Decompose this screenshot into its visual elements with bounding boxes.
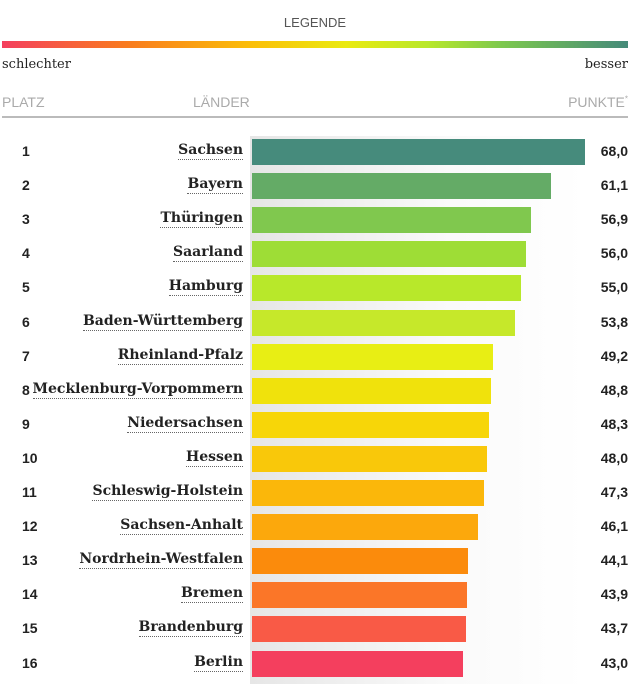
state-link[interactable]: Mecklenburg-Vorpommern: [32, 380, 243, 399]
bar: [252, 548, 468, 575]
value-label: 43,9: [600, 586, 628, 603]
bar: [252, 650, 463, 677]
state-link[interactable]: Bremen: [180, 585, 243, 604]
bar: [252, 480, 484, 506]
header-points-label: PUNKTE: [568, 94, 625, 110]
value-label: 48,8: [600, 381, 628, 398]
state-link[interactable]: Brandenburg: [138, 619, 243, 638]
state-link[interactable]: Thüringen: [160, 210, 243, 229]
header-points: PUNKTE*: [568, 94, 628, 110]
rank-label: 12: [22, 518, 38, 535]
bar: [252, 377, 491, 404]
value-label: 48,0: [600, 449, 628, 466]
bar: [252, 616, 466, 643]
table-row: 14 Bremen 43,9: [0, 578, 630, 612]
bar: [252, 139, 585, 165]
value-label: 55,0: [600, 279, 628, 296]
table-row: 10 Hessen 48,0: [0, 442, 630, 476]
table-row: 8 Mecklenburg-Vorpommern 48,8: [0, 374, 630, 408]
bar: [252, 411, 489, 438]
table-row: 15 Brandenburg 43,7: [0, 612, 630, 646]
bar: [252, 582, 467, 609]
table-row: 4 Saarland 56,0: [0, 237, 630, 271]
state-link[interactable]: Hessen: [186, 448, 243, 467]
bar: [252, 309, 516, 336]
value-label: 43,0: [600, 654, 628, 671]
bar: [252, 207, 531, 234]
value-label: 61,1: [600, 177, 628, 194]
footnote-marker: *: [624, 94, 628, 104]
rank-label: 9: [22, 415, 30, 432]
table-row: 3 Thüringen 56,9: [0, 203, 630, 237]
table-row: 9 Niedersachsen 48,3: [0, 408, 630, 442]
value-label: 44,1: [600, 552, 628, 569]
state-link[interactable]: Sachsen-Anhalt: [120, 517, 243, 536]
legend-better-label: besser: [584, 57, 628, 72]
rank-label: 5: [22, 279, 30, 296]
value-label: 48,3: [600, 415, 628, 432]
rank-label: 15: [22, 620, 38, 637]
rank-label: 7: [22, 347, 30, 364]
table-row: 12 Sachsen-Anhalt 46,1: [0, 510, 630, 544]
table-row: 2 Bayern 61,1: [0, 169, 630, 203]
value-label: 49,2: [600, 347, 628, 364]
rank-label: 6: [22, 313, 30, 330]
state-link[interactable]: Berlin: [194, 653, 243, 672]
table-row: 1 Sachsen 68,0: [0, 135, 630, 169]
state-link[interactable]: Bayern: [187, 176, 243, 195]
state-link[interactable]: Baden-Württemberg: [82, 312, 243, 331]
rank-label: 14: [22, 586, 38, 603]
state-link[interactable]: Schleswig-Holstein: [92, 483, 243, 501]
state-link[interactable]: Niedersachsen: [127, 414, 243, 433]
table-row: 6 Baden-Württemberg 53,8: [0, 306, 630, 340]
table-row: 7 Rheinland-Pfalz 49,2: [0, 340, 630, 374]
rank-label: 10: [22, 449, 38, 466]
rank-label: 13: [22, 552, 38, 569]
header-divider: [2, 116, 628, 118]
bar: [252, 343, 493, 370]
bar: [252, 275, 522, 302]
value-label: 68,0: [600, 143, 628, 159]
state-link[interactable]: Nordrhein-Westfalen: [79, 551, 243, 570]
bar: [252, 514, 478, 541]
header-rank: PLATZ: [2, 94, 45, 110]
state-link[interactable]: Saarland: [173, 244, 243, 263]
rank-label: 8: [22, 381, 30, 398]
bar: [252, 445, 488, 472]
bar: [252, 173, 552, 200]
value-label: 43,7: [600, 620, 628, 637]
table-row: 5 Hamburg 55,0: [0, 271, 630, 305]
legend-worse-label: schlechter: [2, 57, 71, 72]
header-state: LÄNDER: [193, 94, 250, 110]
rank-label: 1: [22, 143, 30, 159]
table-row: 16 Berlin 43,0: [0, 647, 630, 681]
state-link[interactable]: Sachsen: [178, 142, 243, 160]
state-link[interactable]: Hamburg: [168, 278, 243, 297]
value-label: 53,8: [600, 313, 628, 330]
rank-label: 11: [22, 484, 37, 500]
value-label: 56,9: [600, 211, 628, 228]
value-label: 56,0: [600, 245, 628, 262]
rank-label: 3: [22, 211, 30, 228]
rank-label: 4: [22, 245, 30, 262]
legend-title: LEGENDE: [283, 15, 347, 30]
value-label: 47,3: [600, 484, 628, 500]
rank-label: 16: [22, 654, 38, 671]
legend-gradient-bar: [2, 41, 628, 48]
rank-label: 2: [22, 177, 30, 194]
bar: [252, 241, 527, 268]
table-row: 13 Nordrhein-Westfalen 44,1: [0, 544, 630, 578]
value-label: 46,1: [600, 518, 628, 535]
table-row: 11 Schleswig-Holstein 47,3: [0, 476, 630, 510]
state-link[interactable]: Rheinland-Pfalz: [117, 346, 243, 365]
